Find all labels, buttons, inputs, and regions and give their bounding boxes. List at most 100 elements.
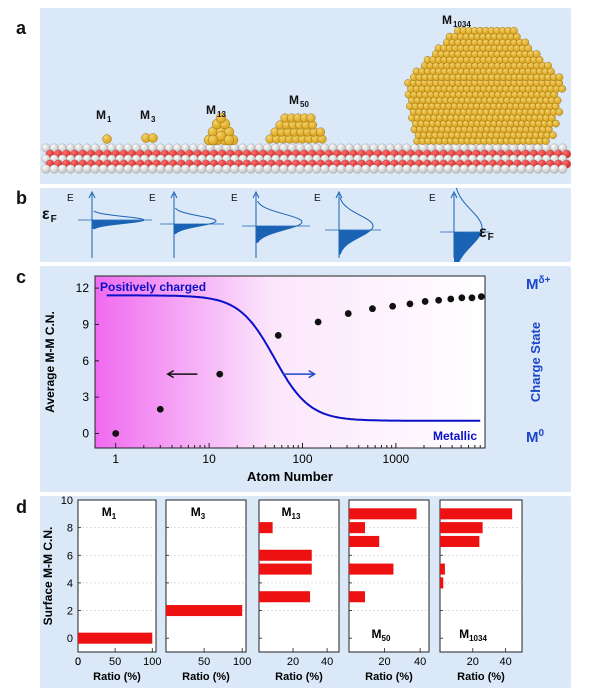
x-tick-label: 100 bbox=[143, 656, 161, 668]
cluster-label-m3: M3 bbox=[140, 108, 155, 124]
data-point-5 bbox=[314, 318, 322, 326]
x-tick-label: 20 bbox=[378, 656, 390, 668]
dos-sketch-1 bbox=[78, 190, 152, 258]
support-atom bbox=[180, 164, 190, 174]
gold-atom bbox=[215, 112, 227, 124]
data-point-9 bbox=[406, 300, 414, 308]
occupied-states bbox=[256, 226, 297, 243]
support-atom bbox=[525, 164, 535, 174]
gold-atom bbox=[549, 131, 557, 139]
bar-cn-6 bbox=[259, 549, 312, 561]
data-point-1 bbox=[112, 430, 120, 437]
histogram-frame bbox=[77, 499, 157, 653]
support-atom bbox=[230, 164, 240, 174]
support-atom bbox=[262, 164, 272, 174]
support-atom bbox=[41, 164, 51, 174]
support-atom bbox=[467, 164, 477, 174]
panel-label-a: a bbox=[16, 18, 27, 38]
cluster-label-m50: M50 bbox=[289, 93, 309, 109]
right-bottom-label-sup: 0 bbox=[539, 428, 545, 439]
support-atom bbox=[426, 164, 436, 174]
dos-sketches bbox=[78, 181, 490, 275]
x-axis-label: Ratio (%) bbox=[457, 671, 505, 683]
cluster-label-m13: M13 bbox=[206, 103, 226, 119]
cluster-label-m1034-base: M bbox=[442, 13, 452, 27]
support-atom bbox=[549, 164, 559, 174]
panel-label-c: c bbox=[16, 267, 27, 287]
energy-axis-label-5: E bbox=[429, 193, 436, 204]
support-atom bbox=[98, 164, 108, 174]
cn-tick-label: 2 bbox=[67, 606, 73, 618]
plot-frame bbox=[94, 275, 486, 449]
y-tick-label: 0 bbox=[82, 426, 89, 440]
right-axis-label: Charge State bbox=[528, 322, 543, 402]
support-atom bbox=[443, 164, 453, 174]
bar-cn-5 bbox=[259, 563, 312, 575]
support-atom bbox=[156, 164, 166, 174]
cn-tick-label: 6 bbox=[67, 550, 73, 562]
fermi-label-right-base: ε bbox=[479, 224, 487, 241]
x-axis-label: Ratio (%) bbox=[182, 671, 230, 683]
bar-cn-7 bbox=[440, 535, 480, 547]
data-point-7 bbox=[369, 305, 376, 313]
support-atom bbox=[246, 164, 256, 174]
panel-c-background: 0 3 6 9 12 1 10 100 1000 Atom Number Average M-M C… bbox=[40, 266, 571, 492]
data-point-6 bbox=[344, 310, 352, 317]
energy-axis-label-2: E bbox=[149, 193, 156, 204]
energy-axis-arrow bbox=[335, 190, 343, 199]
bar-cn-8 bbox=[440, 522, 483, 534]
cn-tick-label: 0 bbox=[67, 633, 73, 645]
histogram-label-sub: 1 bbox=[112, 512, 117, 521]
gold-atom bbox=[544, 61, 552, 70]
cluster-label-m13-base: M bbox=[206, 103, 216, 117]
bar-cn-3 bbox=[259, 591, 311, 603]
support-atom bbox=[320, 164, 330, 174]
panel-d-background: Surface M-M C.N. 0 2 4 6 8 10 0 50 100 0 Ratio (%) M… bbox=[40, 495, 571, 688]
support-atom bbox=[57, 164, 67, 174]
bar-cn-8 bbox=[349, 522, 365, 534]
support-atom bbox=[410, 164, 420, 174]
dos-curve bbox=[175, 207, 217, 235]
dos-sketch-5 bbox=[440, 181, 490, 275]
data-point-11 bbox=[435, 296, 443, 304]
occupied-states bbox=[339, 230, 371, 255]
cn-tick-label: 8 bbox=[67, 523, 73, 535]
bar-cn-9 bbox=[440, 508, 513, 520]
support-atom bbox=[451, 164, 461, 174]
support-atom bbox=[394, 164, 404, 174]
gold-atom bbox=[510, 26, 518, 35]
support-atom bbox=[353, 164, 363, 174]
y-tick-label: 9 bbox=[82, 317, 89, 331]
support-atom bbox=[385, 164, 395, 174]
cn-tick-label: 10 bbox=[61, 496, 73, 507]
gold-atom bbox=[316, 127, 326, 137]
x-axis-label: Atom Number bbox=[247, 469, 333, 484]
y-tick-label: 12 bbox=[76, 281, 90, 295]
support-atom bbox=[459, 164, 469, 174]
y-tick-label: 6 bbox=[82, 354, 89, 368]
cn-charge-chart: 0 3 6 9 12 1 10 100 1000 Atom Number Average M-M C… bbox=[43, 275, 551, 484]
dos-curve bbox=[454, 181, 483, 275]
support-atom bbox=[312, 164, 322, 174]
x-tick-label: 50 bbox=[198, 656, 210, 668]
gold-atom bbox=[148, 133, 158, 143]
data-point-14 bbox=[468, 294, 476, 302]
cluster-illustration bbox=[41, 26, 571, 174]
right-top-label-sup: δ+ bbox=[539, 275, 551, 286]
support-atom bbox=[131, 164, 141, 174]
x-tick-label: 40 bbox=[499, 656, 511, 668]
occupied-states bbox=[174, 224, 210, 234]
x-tick-label: 20 bbox=[467, 656, 479, 668]
bar-cn-8 bbox=[259, 522, 273, 534]
data-point-15 bbox=[477, 293, 485, 300]
data-point-10 bbox=[421, 298, 429, 305]
histogram-label-sub: 13 bbox=[292, 512, 301, 521]
right-top-label: Mδ+ bbox=[526, 275, 551, 293]
data-point-4 bbox=[274, 331, 282, 339]
support-atom bbox=[517, 164, 527, 174]
x-tick-label: 40 bbox=[414, 656, 426, 668]
data-point-12 bbox=[447, 295, 455, 303]
bar-cn-5 bbox=[349, 563, 394, 575]
bar-cn-9 bbox=[349, 508, 417, 520]
